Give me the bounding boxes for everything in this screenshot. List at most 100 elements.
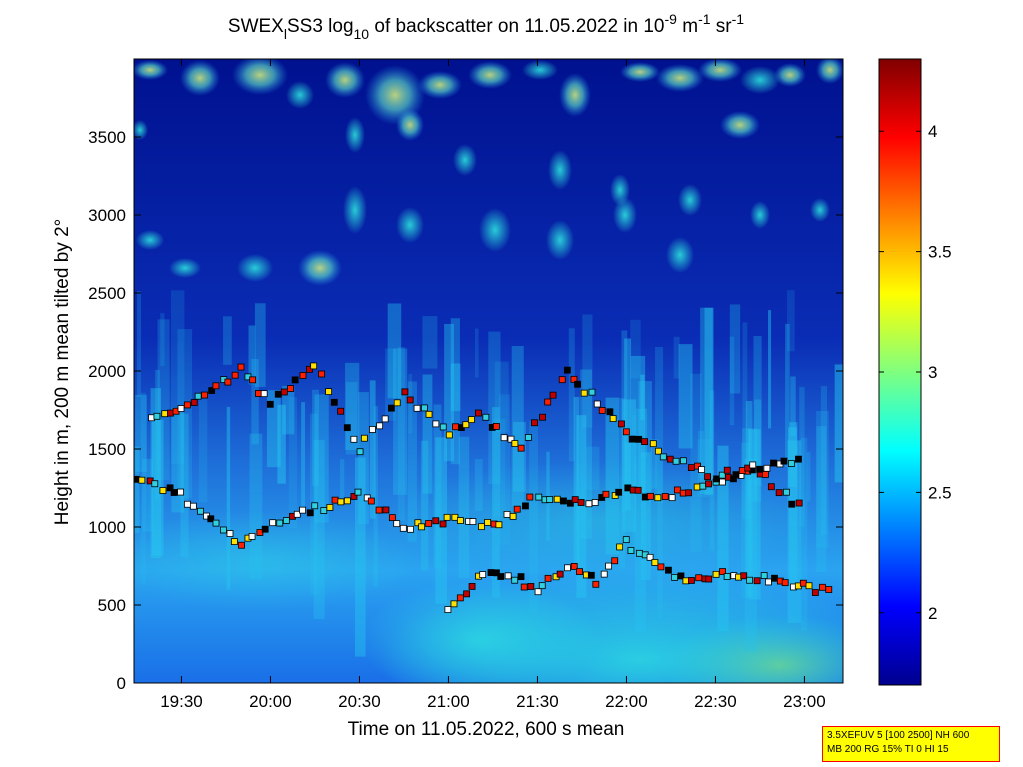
- cloud-base-marker: [350, 435, 358, 443]
- cloud-base-marker: [775, 489, 783, 497]
- cloud-base-marker: [212, 519, 220, 527]
- cloud-base-marker: [671, 573, 678, 581]
- cloud-base-marker: [261, 525, 269, 533]
- cloud-base-marker: [788, 500, 796, 508]
- cloud-base-marker: [534, 588, 542, 596]
- cloud-base-marker: [407, 525, 414, 533]
- cloud-base-marker: [367, 497, 375, 505]
- cloud-base-marker: [615, 488, 623, 496]
- cloud-base-marker: [699, 482, 707, 490]
- cloud-base-marker: [746, 576, 753, 584]
- colorbar-ticks: 2 2.5 3 3.5 4: [879, 122, 952, 623]
- cloud-base-marker: [544, 398, 552, 406]
- y-tick-label: 2000: [88, 362, 126, 381]
- cloud-base-marker: [463, 590, 471, 598]
- cloud-base-marker: [685, 489, 692, 497]
- cloud-base-marker: [354, 488, 362, 496]
- cloud-base-marker: [546, 496, 554, 503]
- cloud-base-marker: [509, 512, 517, 520]
- cloud-base-marker: [587, 571, 595, 579]
- cloud-base-marker: [593, 400, 601, 408]
- cloud-base-marker: [693, 483, 701, 491]
- cloud-base-marker: [570, 562, 578, 570]
- cloud-base-marker: [665, 566, 672, 574]
- cloud-base-marker: [704, 473, 712, 481]
- info-line-2: MB 200 RG 15% TI 0 HI 15: [827, 744, 949, 755]
- cloud-base-marker: [310, 362, 318, 370]
- cloud-base-marker: [781, 579, 789, 587]
- cloud-base-marker: [647, 492, 654, 500]
- cloud-base-marker: [444, 606, 452, 613]
- cloud-base-marker: [719, 568, 726, 575]
- x-axis: 19:30 20:00 20:30 21:00 21:30 22:00 22:30 23:00: [160, 59, 826, 711]
- cloud-base-marker: [539, 413, 546, 421]
- cloud-base-marker: [520, 583, 528, 591]
- cloud-base-marker: [570, 375, 578, 383]
- cloud-base-marker: [482, 413, 490, 421]
- cloud-base-marker: [713, 475, 720, 483]
- cloud-base-marker: [592, 580, 600, 588]
- cloud-base-marker: [393, 520, 401, 528]
- cloud-base-marker: [425, 410, 433, 418]
- cloud-base-marker: [558, 376, 566, 384]
- cloud-base-marker: [749, 461, 757, 469]
- cloud-base-marker: [151, 480, 159, 488]
- cloud-base-marker: [526, 493, 534, 501]
- cloud-base-marker: [425, 520, 433, 527]
- cloud-base-marker: [618, 420, 625, 428]
- cloud-base-marker: [469, 518, 477, 525]
- cloud-base-marker: [445, 431, 453, 439]
- cloud-base-marker: [756, 465, 764, 473]
- cloud-base-marker: [611, 557, 619, 565]
- cloud-base-marker: [189, 502, 197, 510]
- cloud-base-marker: [382, 506, 390, 514]
- cloud-base-marker: [705, 575, 713, 583]
- x-axis-label: Time on 11.05.2022, 600 s mean: [348, 719, 625, 740]
- cloud-base-marker: [194, 392, 202, 400]
- cloud-base-marker: [787, 460, 795, 467]
- cloud-base-marker: [694, 462, 701, 470]
- cloud-base-marker: [492, 423, 500, 430]
- cloud-base-marker: [249, 376, 257, 384]
- cloud-base-marker: [266, 400, 274, 408]
- cloud-base-marker: [511, 440, 519, 447]
- cloud-base-marker: [563, 366, 571, 374]
- cloud-base-marker: [566, 499, 574, 507]
- y-tick-label: 3500: [88, 128, 126, 147]
- cloud-base-marker: [231, 371, 239, 379]
- colorbar: [878, 58, 922, 686]
- cloud-base-marker: [577, 499, 585, 506]
- cloud-base-marker: [197, 507, 204, 515]
- cloud-base-marker: [513, 505, 521, 513]
- cloud-base-marker: [641, 438, 649, 446]
- cloud-base-marker: [183, 401, 191, 409]
- cloud-base-marker: [439, 423, 447, 431]
- cloud-base-marker: [635, 435, 643, 443]
- x-tick-label: 22:00: [605, 692, 648, 711]
- cloud-base-marker: [360, 434, 368, 442]
- colorbar-tick-label: 2.5: [928, 483, 952, 502]
- chart-title: SWEXlSS3 log10 of backscatter on 11.05.2…: [228, 11, 744, 42]
- cloud-base-marker: [401, 388, 409, 396]
- cloud-base-marker: [531, 419, 538, 427]
- cloud-base-marker: [740, 572, 748, 580]
- cloud-base-marker: [166, 484, 174, 492]
- cloud-base-marker: [655, 447, 662, 455]
- cloud-base-marker: [356, 448, 364, 456]
- cloud-base-marker: [343, 497, 351, 505]
- cloud-base-marker: [682, 577, 690, 585]
- cloud-base-marker: [723, 466, 731, 474]
- cloud-base-marker: [695, 574, 703, 582]
- cloud-base-marker: [330, 398, 338, 406]
- cloud-base-marker: [600, 570, 608, 578]
- cloud-base-marker: [208, 387, 216, 394]
- cloud-base-marker: [622, 428, 630, 436]
- cloud-base-marker: [399, 524, 407, 532]
- cloud-base-marker: [414, 519, 422, 527]
- cloud-base-marker: [718, 478, 726, 486]
- cloud-base-marker: [795, 455, 802, 463]
- cloud-base-marker: [287, 385, 294, 392]
- cloud-base-marker: [450, 600, 458, 608]
- cloud-base-marker: [280, 388, 288, 396]
- cloud-base-marker: [605, 562, 612, 570]
